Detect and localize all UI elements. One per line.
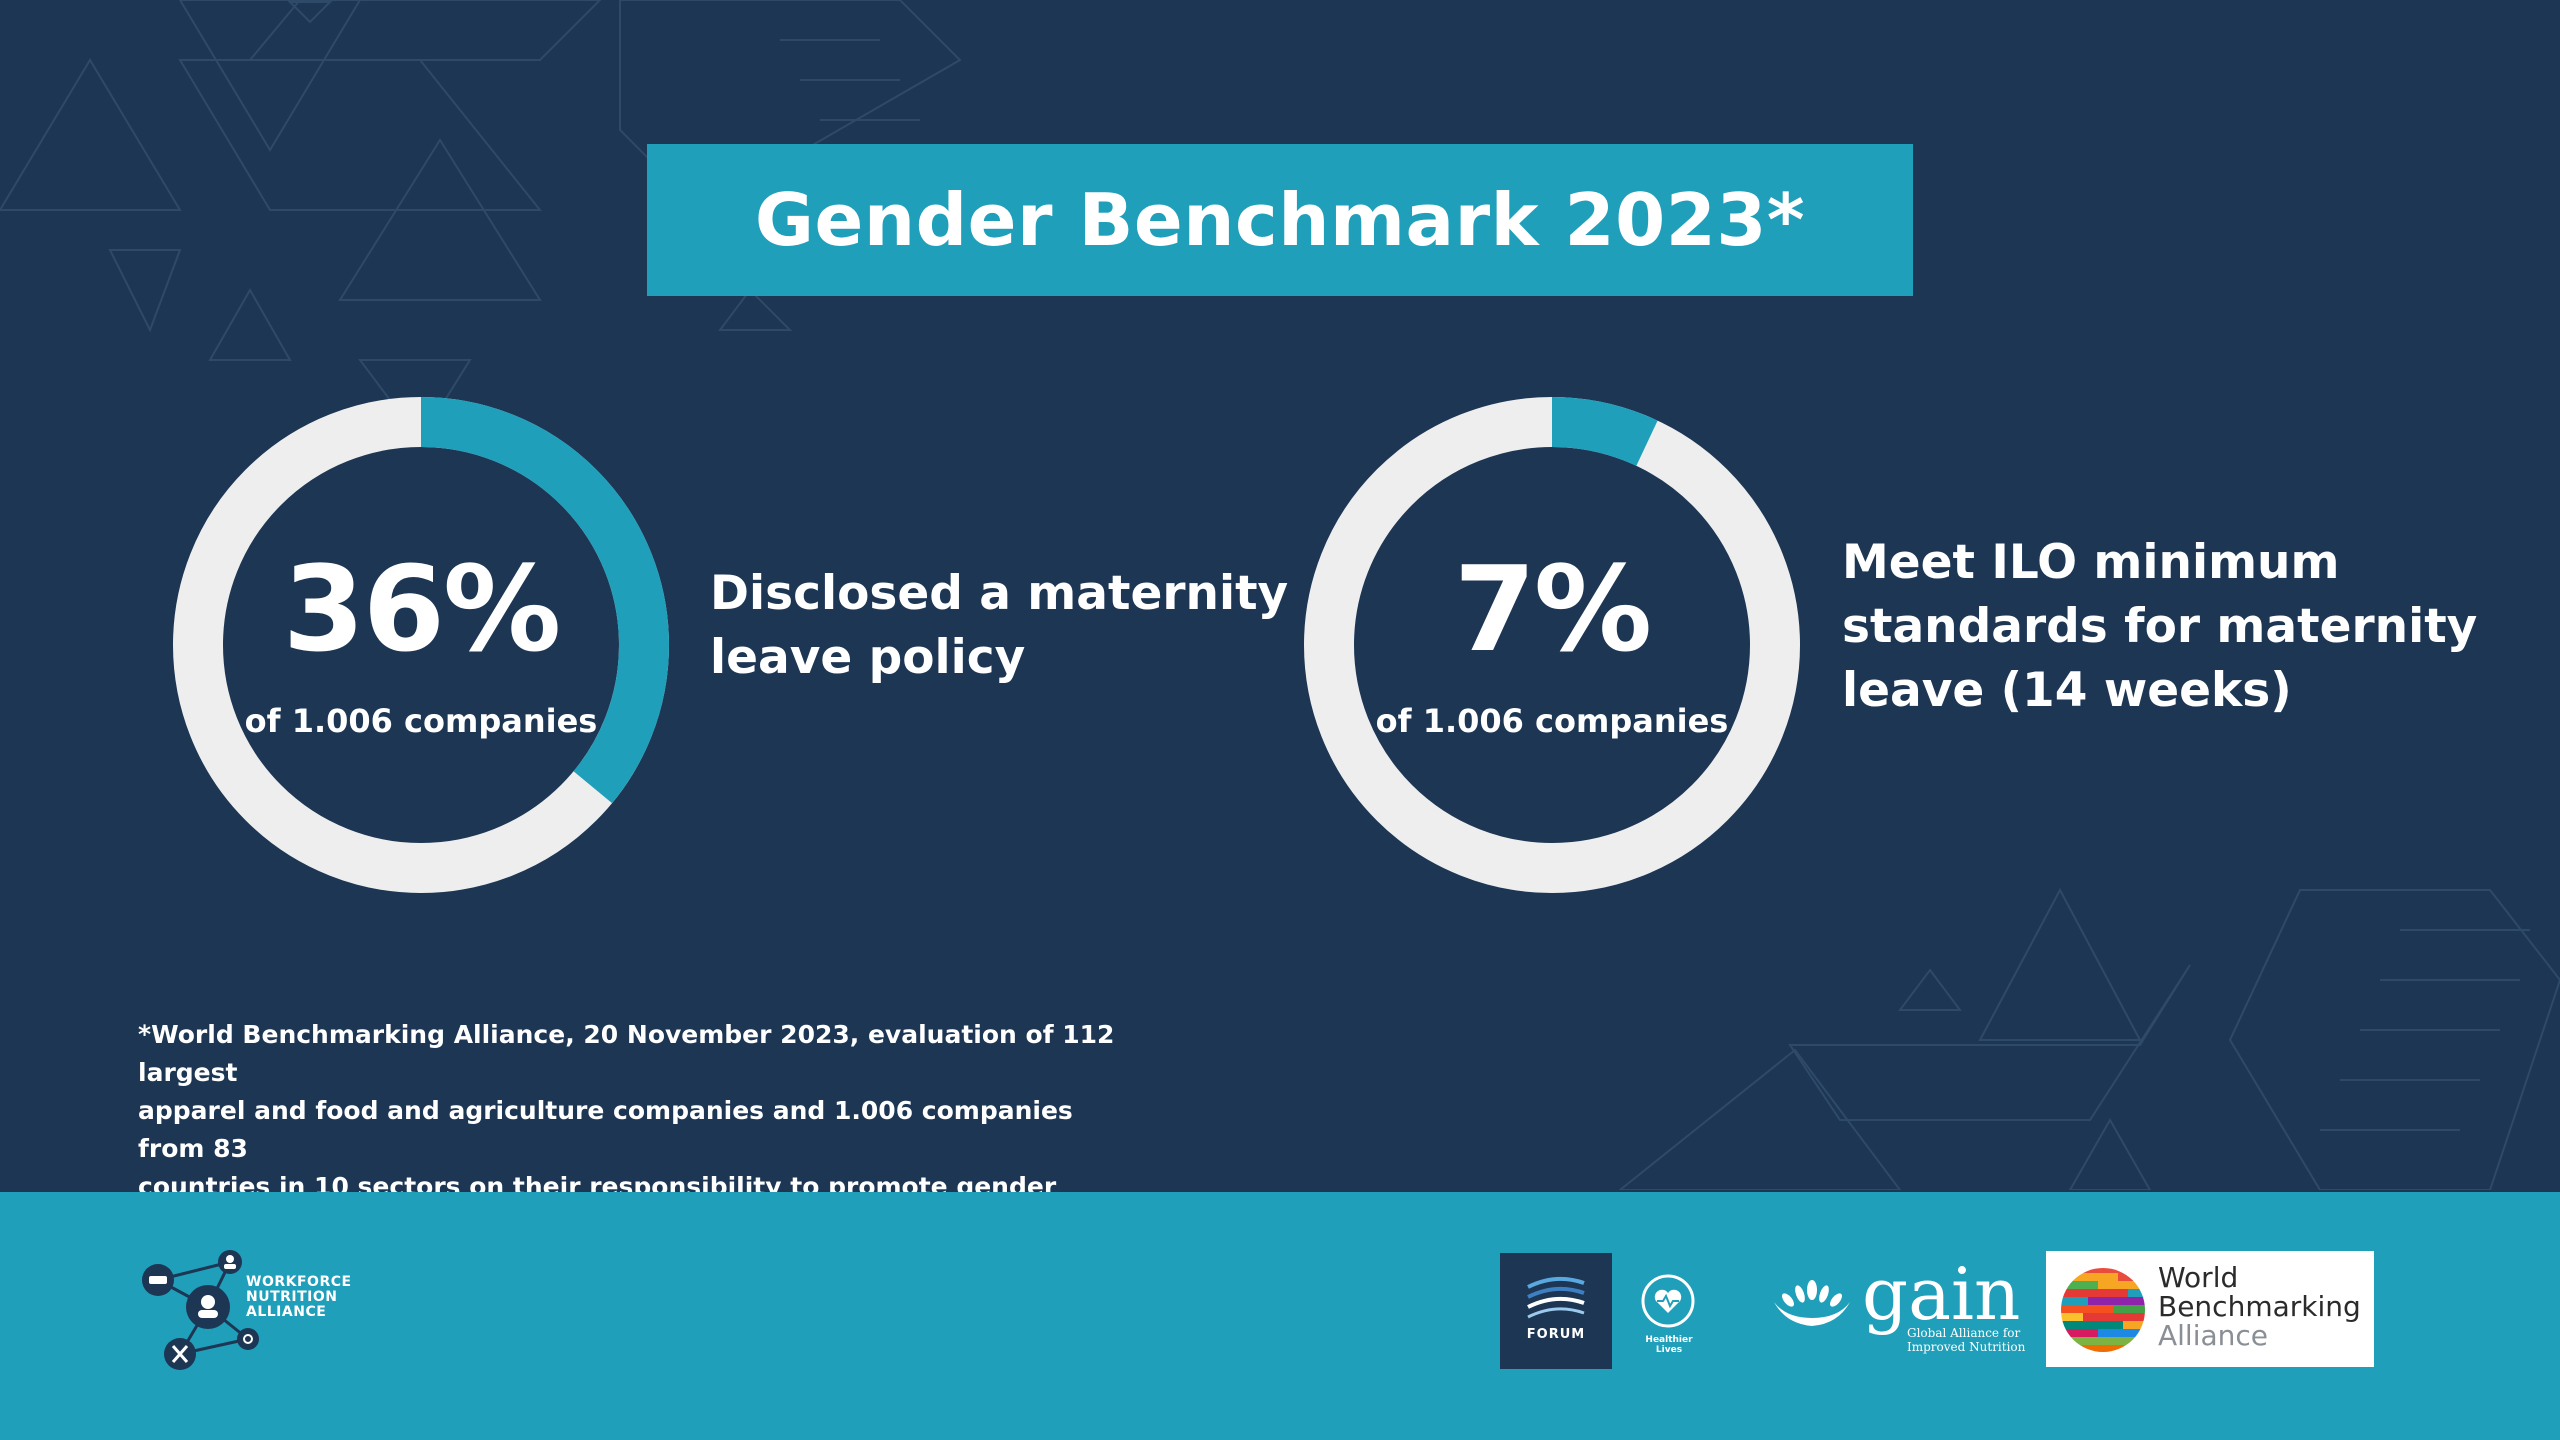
donut-fill	[1304, 397, 1800, 893]
wba-logo-line: Alliance	[2158, 1319, 2269, 1352]
network-people-icon	[142, 1250, 259, 1370]
wna-logo-line: NUTRITION	[246, 1289, 338, 1305]
donut-fill	[173, 397, 669, 893]
wna-logo-text: WORKFORCE NUTRITION ALLIANCE	[246, 1275, 352, 1320]
donut-label-maternity-policy: 36% of 1.006 companies	[171, 395, 671, 895]
wna-logo-line: ALLIANCE	[246, 1304, 327, 1320]
forum-logo-tag: Healthier Lives	[1612, 1335, 1726, 1355]
stat-description: Meet ILO minimum standards for maternity…	[1842, 531, 2477, 723]
forum-tag-line: Healthier	[1645, 1335, 1693, 1345]
donut-chart-maternity-policy	[173, 397, 669, 893]
gain-logo-word: gain	[1862, 1252, 2021, 1336]
stat-description: Disclosed a maternity leave policy	[710, 562, 1288, 690]
gain-logo-subtitle: Global Alliance for Improved Nutrition	[1907, 1326, 2025, 1354]
stat-subtitle: of 1.006 companies	[244, 702, 598, 740]
description-line: Disclosed a maternity	[710, 566, 1289, 621]
forum-logo-panel	[1500, 1253, 1612, 1369]
footnote-line: apparel and food and agriculture compani…	[138, 1096, 1073, 1163]
forum-swoosh-icon	[1527, 1276, 1585, 1319]
colored-globe-icon	[2061, 1268, 2145, 1352]
forum-logo: FORUM Healthier Lives	[1500, 1253, 1726, 1369]
donut-label-ilo-standards: 7% of 1.006 companies	[1302, 395, 1802, 895]
footnote: *World Benchmarking Alliance, 20 Novembe…	[138, 1016, 1138, 1244]
gain-sub-line: Improved Nutrition	[1907, 1340, 2026, 1354]
heart-pulse-icon	[1641, 1274, 1695, 1328]
donut-chart-ilo-standards	[1304, 397, 1800, 893]
wna-logo-line: WORKFORCE	[246, 1274, 352, 1290]
forum-tag-line: Lives	[1655, 1345, 1683, 1355]
wba-logo-line: Benchmarking	[2158, 1290, 2361, 1323]
footnote-line: *World Benchmarking Alliance, 20 Novembe…	[138, 1020, 1115, 1087]
stat-value: 36%	[282, 540, 561, 678]
description-line: leave policy	[710, 630, 1026, 685]
wba-logo: World Benchmarking Alliance	[2046, 1251, 2374, 1367]
wheat-hands-icon	[1774, 1280, 1850, 1326]
description-line: leave (14 weeks)	[1842, 663, 2292, 718]
description-line: Meet ILO minimum	[1842, 535, 2340, 590]
gain-sub-line: Global Alliance for	[1907, 1326, 2021, 1340]
page-title: Gender Benchmark 2023*	[754, 178, 1806, 262]
title-banner: Gender Benchmark 2023*	[647, 144, 1913, 296]
description-line: standards for maternity	[1842, 599, 2478, 654]
wba-logo-line: World	[2158, 1261, 2239, 1294]
stat-subtitle: of 1.006 companies	[1375, 702, 1729, 740]
wba-logo-text: World Benchmarking Alliance	[2158, 1263, 2361, 1350]
stat-value: 7%	[1453, 540, 1652, 678]
forum-logo-label: FORUM	[1526, 1327, 1586, 1342]
